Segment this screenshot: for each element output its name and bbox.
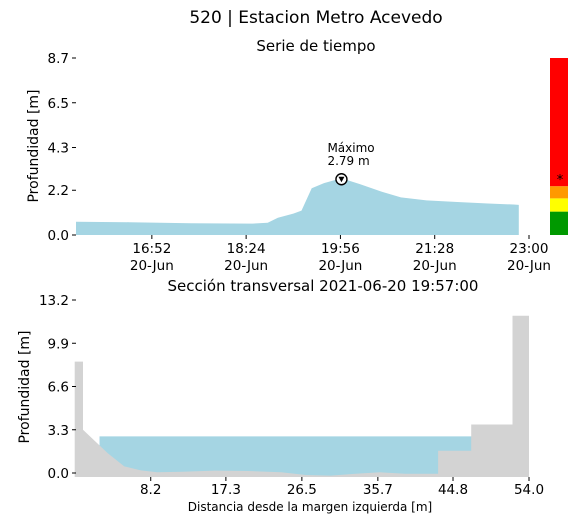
x-tick-time: 19:56 (321, 241, 360, 257)
max-label: Máximo (327, 141, 374, 155)
y-tick-label: 13.2 (39, 293, 69, 309)
alert-level-bar: * (550, 58, 568, 235)
level-segment (550, 58, 568, 187)
x-tick-date: 20-Jun (130, 258, 174, 274)
y-tick-label: 6.6 (48, 380, 69, 396)
cross-section-xlabel: Distancia desde la margen izquierda [m] (188, 500, 432, 514)
time-series-plot (76, 178, 519, 235)
x-tick-time: 18:24 (227, 241, 266, 257)
y-tick-label: 9.9 (48, 336, 69, 352)
cross-section-x-axis: 8.2 17.3 26.5 35.7 44.8 54.0 (140, 477, 544, 498)
y-tick-label: 8.7 (48, 51, 69, 67)
x-tick-time: 16:52 (132, 241, 171, 257)
water-area (99, 436, 477, 477)
x-tick-date: 20-Jun (507, 258, 551, 274)
x-tick-date: 20-Jun (413, 258, 457, 274)
y-tick-label: 6.5 (48, 96, 69, 112)
depth-series-area-0 (76, 178, 519, 235)
figure-title: 520 | Estacion Metro Acevedo (189, 8, 442, 28)
level-marker-icon: * (557, 173, 564, 188)
x-tick-label: 26.5 (287, 482, 317, 498)
x-tick-date: 20-Jun (318, 258, 362, 274)
cross-section-y-axis: 0.0 3.3 6.6 9.9 13.2 (39, 293, 76, 482)
max-annotation: Máximo 2.79 m (327, 141, 375, 186)
x-tick-label: 17.3 (211, 482, 241, 498)
cross-section-title: Sección transversal 2021-06-20 19:57:00 (168, 277, 479, 295)
max-marker-triangle (338, 176, 345, 183)
time-series-x-axis: 16:5220-Jun18:2420-Jun19:5620-Jun21:2820… (130, 235, 551, 274)
level-segment (550, 211, 568, 235)
time-series-chart: Serie de tiempo Profundidad [m] 0.0 2.2 4.… (26, 37, 568, 274)
y-tick-label: 3.3 (48, 423, 69, 439)
time-series-title: Serie de tiempo (256, 37, 375, 55)
x-tick-time: 21:28 (415, 241, 454, 257)
y-tick-label: 0.0 (48, 466, 69, 482)
x-tick-label: 54.0 (514, 482, 544, 498)
x-tick-time: 23:00 (510, 241, 549, 257)
x-tick-date: 20-Jun (224, 258, 268, 274)
y-tick-label: 2.2 (48, 183, 69, 199)
level-segment (550, 186, 568, 199)
x-tick-label: 44.8 (438, 482, 468, 498)
x-tick-label: 35.7 (363, 482, 393, 498)
cross-section-chart: Sección transversal 2021-06-20 19:57:00 … (17, 277, 544, 514)
cross-section-plot (74, 315, 529, 477)
y-tick-label: 0.0 (48, 228, 69, 244)
max-value: 2.79 m (327, 154, 369, 168)
cross-section-ylabel: Profundidad [m] (17, 330, 33, 443)
time-series-y-axis: 0.0 2.2 4.3 6.5 8.7 (48, 51, 76, 244)
y-tick-label: 4.3 (48, 141, 69, 157)
time-series-ylabel: Profundidad [m] (26, 89, 42, 202)
x-tick-label: 8.2 (140, 482, 161, 498)
level-segment (550, 198, 568, 212)
terrain-area (74, 315, 529, 477)
